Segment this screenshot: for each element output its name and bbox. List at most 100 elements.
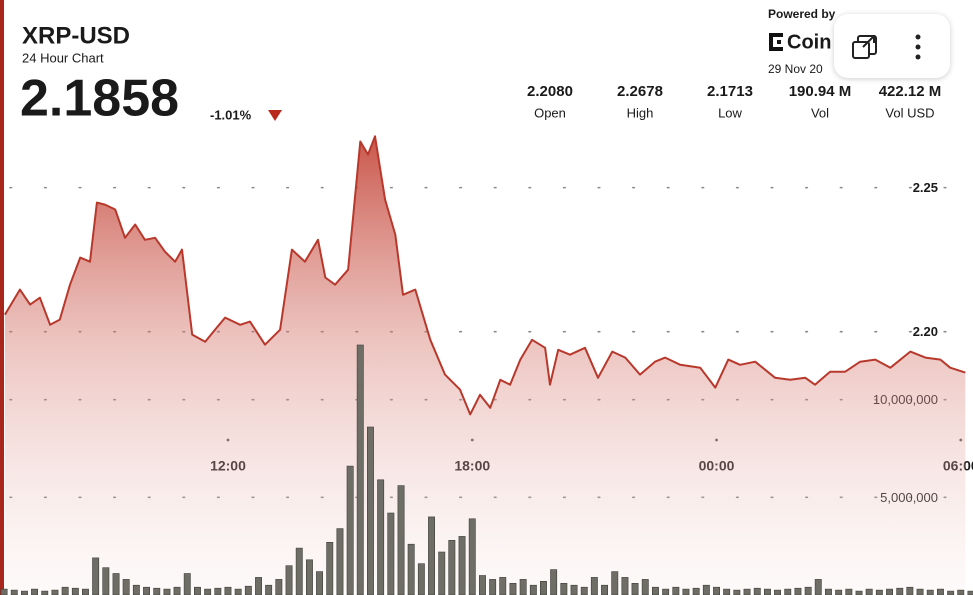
volume-bar [224,586,232,595]
volume-bar [519,579,527,595]
popout-icon[interactable] [852,35,877,59]
y-tick-label: 2.20 [913,324,938,339]
subtitle: 24 Hour Chart [22,50,104,65]
volume-bar [753,587,761,595]
volume-bar [926,589,934,595]
volume-bar [0,588,8,595]
volume-bar [10,589,18,595]
volume-bar [295,547,303,595]
volume-bar [285,565,293,595]
volume-bar [244,585,252,595]
volume-bar [122,579,130,595]
volume-bar [204,588,212,595]
toolbar-icons [852,34,921,60]
y-tick-label: 2.25 [913,180,938,195]
volume-bar [71,587,79,595]
menu-icon[interactable] [915,34,921,60]
stat-value: 2.2678 [617,83,663,100]
date: 29 Nov 20 [768,62,823,76]
volume-bar [265,584,273,595]
volume-bar [20,590,28,595]
volume-bar [529,584,537,595]
volume-bar [906,586,914,595]
volume-bar [438,551,446,595]
volume-bar [346,465,354,595]
volume-bar [417,563,425,595]
volume-bar [458,536,466,595]
volume-bar [824,588,832,595]
volume-bar [234,588,242,595]
volume-bar [743,588,751,595]
volume-bar [214,587,222,595]
volume-bar [51,589,59,595]
volume-bar [550,569,558,595]
volume-bar [275,579,283,595]
volume-bar [601,584,609,595]
volume-bar [112,573,120,595]
volume-bar [875,589,883,595]
stat-value: 190.94 M [789,83,852,100]
volume-bar [886,588,894,595]
volume-bar [183,573,191,595]
volume-bar [570,584,578,595]
volume-bar [957,589,965,595]
volume-bar [865,588,873,595]
volume-bar [916,588,924,595]
volume-bar [651,586,659,595]
volume-bar [682,588,690,595]
volume-bar [448,539,456,595]
volume-bar [692,587,700,595]
toolbar [834,14,950,78]
stat-value: 2.2080 [527,83,573,100]
volume-bar [814,579,822,595]
stat-label: High [627,105,654,120]
stat-label: Vol [811,105,829,120]
volume-bar [723,588,731,595]
volume-bar [784,588,792,595]
volume-bar [61,586,69,595]
volume-bar [835,589,843,595]
volume-bar [631,582,639,595]
powered-by: Powered by [768,7,836,21]
volume-bar [774,589,782,595]
volume-bar [733,589,741,595]
volume-bar [173,586,181,595]
volume-bar [407,543,415,595]
stat-value: 2.1713 [707,83,753,100]
volume-bar [662,588,670,595]
volume-bar [132,584,140,595]
volume-bar [713,586,721,595]
price-area [4,136,966,592]
volume-bar [102,567,110,595]
volume-bar [336,528,344,595]
volume-bar [153,587,161,595]
volume-bar [31,588,38,595]
volume-bar [356,344,364,595]
volume-bar [804,586,812,595]
volume-bar [509,582,517,595]
volume-bar [387,512,395,595]
volume-bar [763,588,771,595]
volume-bar [41,590,49,595]
volume-bar [641,579,649,595]
stat-label: Low [718,105,742,120]
change: -1.01% [210,107,252,122]
left-accent [0,0,4,595]
symbol: XRP-USD [22,22,130,49]
volume-bar [896,587,904,595]
volume-bar [468,518,476,595]
volume-bar [845,588,853,595]
brand-logo [769,33,783,51]
volume-bar [611,571,619,595]
volume-bar [82,588,89,595]
volume-bar [499,577,507,595]
volume-bar [305,559,313,595]
volume-bar [560,582,568,595]
volume-bar [794,587,802,595]
volume-bar [478,575,486,595]
brand-name: Coin [787,31,831,53]
stat-label: Vol USD [885,105,934,120]
volume-bar [580,586,588,595]
